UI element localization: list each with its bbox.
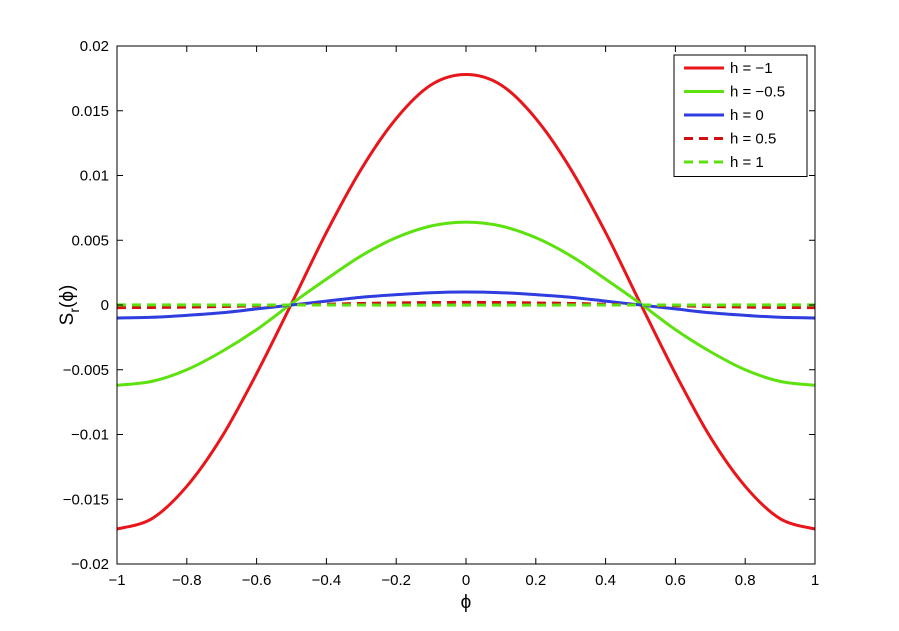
y-tick-label: 0	[101, 297, 109, 314]
series-line-4	[116, 300, 816, 310]
x-axis-label: ϕ	[461, 592, 472, 613]
legend-label: h = 0.5	[730, 131, 776, 148]
legend: h = −1 h = −0.5 h = 0 h = 0.5 h = 1	[673, 54, 808, 177]
x-tick-label: 0.2	[525, 572, 546, 589]
x-tick-label: −0.4	[312, 572, 342, 589]
legend-label: h = −0.5	[730, 84, 785, 101]
legend-label: h = −1	[730, 60, 773, 77]
x-tick-label: −0.8	[172, 572, 202, 589]
x-axis: −1 −0.8 −0.6 −0.4 −0.2 0 0.2 0.4 0.6 0.8 1	[108, 46, 819, 589]
legend-label: h = 1	[730, 154, 764, 171]
series-line-3	[116, 290, 816, 320]
y-tick-label: 0.005	[71, 232, 109, 249]
x-tick-label: −1	[108, 572, 125, 589]
legend-label: h = 0	[730, 107, 764, 124]
y-tick-label: −0.02	[71, 556, 109, 573]
y-axis-label-argument: (ϕ)	[57, 285, 78, 308]
y-tick-label: −0.005	[63, 362, 109, 379]
y-axis: −0.02 −0.015 −0.01 −0.005 0 0.005 0.01 0.015 0.0…	[63, 38, 815, 573]
series-line-2	[116, 220, 816, 387]
x-tick-label: 0.4	[595, 572, 616, 589]
y-axis-label-subscript: r	[66, 308, 82, 313]
x-tick-label: 0.8	[735, 572, 756, 589]
y-tick-label: 0.01	[80, 168, 109, 185]
y-axis-label: Sr(ϕ)	[57, 285, 82, 326]
y-tick-label: −0.01	[71, 427, 109, 444]
x-tick-label: 0.6	[665, 572, 686, 589]
x-tick-label: 0	[462, 572, 470, 589]
y-axis-label-main: S	[57, 313, 78, 326]
y-tick-label: 0.02	[80, 38, 109, 55]
x-tick-label: 1	[811, 572, 819, 589]
y-tick-label: 0.015	[71, 103, 109, 120]
x-tick-label: −0.6	[242, 572, 272, 589]
x-tick-label: −0.2	[381, 572, 411, 589]
y-tick-label: −0.015	[63, 491, 109, 508]
series-line-1	[116, 72, 816, 531]
series-layer	[116, 72, 816, 531]
